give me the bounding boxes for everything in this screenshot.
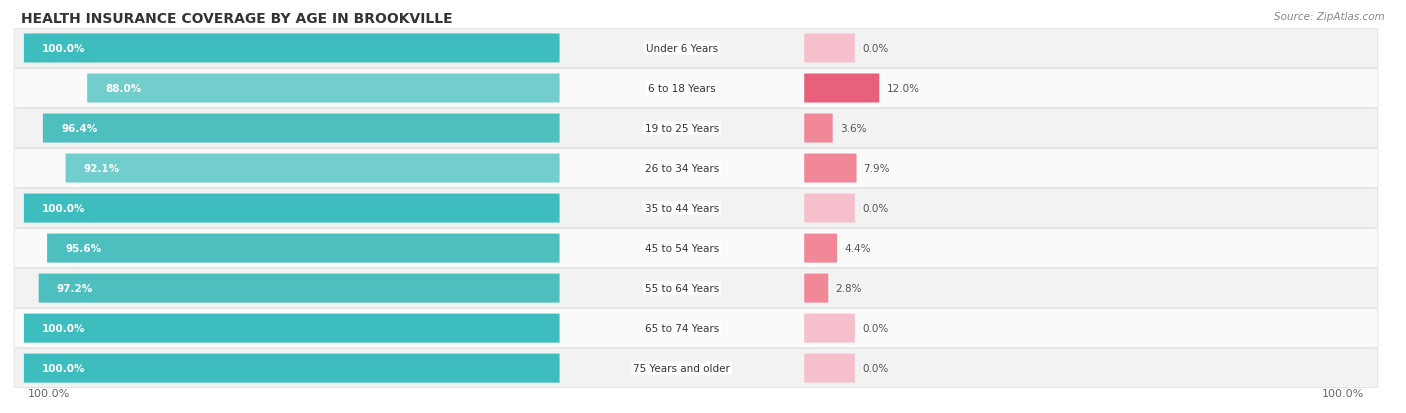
- FancyBboxPatch shape: [24, 354, 560, 383]
- FancyBboxPatch shape: [87, 74, 560, 103]
- FancyBboxPatch shape: [39, 274, 560, 303]
- Text: 2.8%: 2.8%: [835, 283, 862, 293]
- Text: 19 to 25 Years: 19 to 25 Years: [645, 124, 718, 134]
- FancyBboxPatch shape: [804, 154, 856, 183]
- Text: Under 6 Years: Under 6 Years: [645, 44, 718, 54]
- Text: 7.9%: 7.9%: [863, 164, 890, 173]
- FancyBboxPatch shape: [804, 114, 832, 143]
- FancyBboxPatch shape: [24, 314, 560, 343]
- FancyBboxPatch shape: [804, 314, 855, 343]
- FancyBboxPatch shape: [804, 354, 855, 383]
- Text: 100.0%: 100.0%: [42, 363, 86, 373]
- Text: 12.0%: 12.0%: [886, 84, 920, 94]
- Text: 100.0%: 100.0%: [1322, 388, 1364, 398]
- Text: 96.4%: 96.4%: [60, 124, 97, 134]
- FancyBboxPatch shape: [14, 309, 1378, 348]
- FancyBboxPatch shape: [66, 154, 560, 183]
- Text: Source: ZipAtlas.com: Source: ZipAtlas.com: [1274, 12, 1385, 22]
- Text: 6 to 18 Years: 6 to 18 Years: [648, 84, 716, 94]
- FancyBboxPatch shape: [48, 234, 560, 263]
- Text: 4.4%: 4.4%: [844, 244, 870, 254]
- Text: 0.0%: 0.0%: [862, 323, 889, 333]
- Text: 3.6%: 3.6%: [839, 124, 866, 134]
- Text: HEALTH INSURANCE COVERAGE BY AGE IN BROOKVILLE: HEALTH INSURANCE COVERAGE BY AGE IN BROO…: [21, 12, 453, 26]
- Text: 88.0%: 88.0%: [105, 84, 142, 94]
- FancyBboxPatch shape: [14, 69, 1378, 108]
- FancyBboxPatch shape: [14, 229, 1378, 268]
- Text: 0.0%: 0.0%: [862, 204, 889, 214]
- Text: 26 to 34 Years: 26 to 34 Years: [645, 164, 718, 173]
- Text: 95.6%: 95.6%: [66, 244, 101, 254]
- Text: 100.0%: 100.0%: [42, 204, 86, 214]
- FancyBboxPatch shape: [14, 29, 1378, 68]
- FancyBboxPatch shape: [804, 194, 855, 223]
- FancyBboxPatch shape: [24, 194, 560, 223]
- FancyBboxPatch shape: [804, 34, 855, 63]
- FancyBboxPatch shape: [42, 114, 560, 143]
- Text: 35 to 44 Years: 35 to 44 Years: [645, 204, 718, 214]
- FancyBboxPatch shape: [14, 269, 1378, 308]
- Text: 100.0%: 100.0%: [28, 388, 70, 398]
- FancyBboxPatch shape: [804, 234, 837, 263]
- FancyBboxPatch shape: [14, 349, 1378, 388]
- Text: 45 to 54 Years: 45 to 54 Years: [645, 244, 718, 254]
- Text: 0.0%: 0.0%: [862, 44, 889, 54]
- Text: 75 Years and older: 75 Years and older: [634, 363, 730, 373]
- Text: 97.2%: 97.2%: [58, 283, 93, 293]
- FancyBboxPatch shape: [14, 149, 1378, 188]
- Legend: With Coverage, Without Coverage: With Coverage, Without Coverage: [579, 410, 827, 413]
- Text: 55 to 64 Years: 55 to 64 Years: [645, 283, 718, 293]
- FancyBboxPatch shape: [804, 274, 828, 303]
- Text: 65 to 74 Years: 65 to 74 Years: [645, 323, 718, 333]
- Text: 100.0%: 100.0%: [42, 323, 86, 333]
- Text: 0.0%: 0.0%: [862, 363, 889, 373]
- Text: 100.0%: 100.0%: [42, 44, 86, 54]
- FancyBboxPatch shape: [24, 34, 560, 63]
- Text: 92.1%: 92.1%: [84, 164, 120, 173]
- FancyBboxPatch shape: [14, 109, 1378, 148]
- FancyBboxPatch shape: [804, 74, 879, 103]
- FancyBboxPatch shape: [14, 189, 1378, 228]
